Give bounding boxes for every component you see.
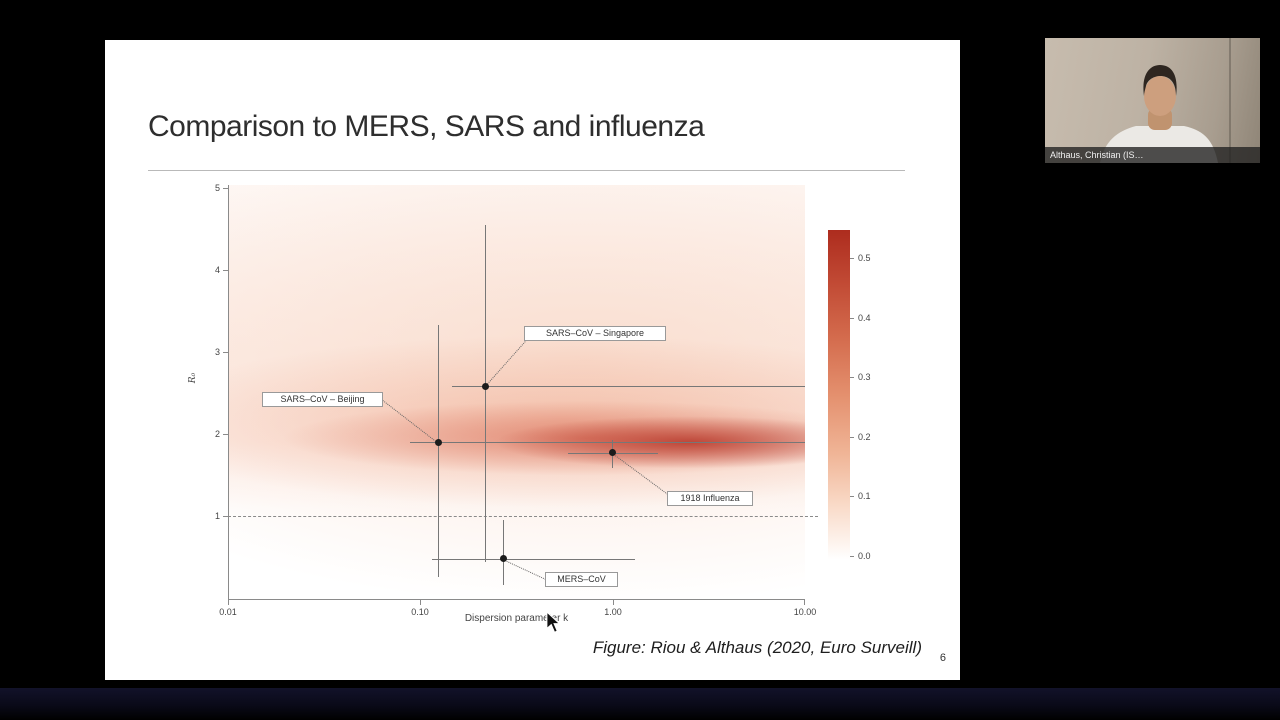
point-sars-beijing [435,439,442,446]
x-tick-label: 1.00 [604,607,622,617]
singapore-horizontal-ci [452,386,805,387]
slide-title: Comparison to MERS, SARS and influenza [148,110,705,143]
x-axis-label: Dispersion parameter k [464,613,569,624]
label-mers-cov: MERS–CoV [545,572,618,587]
colorbar-tick [850,377,854,378]
x-tick [804,600,805,605]
x-axis-line [228,599,805,600]
x-tick [613,600,614,605]
x-tick-label: 10.00 [793,607,817,617]
y-axis-label: R₀ [188,372,199,384]
figure-caption: Figure: Riou & Althaus (2020, Euro Surve… [592,638,922,657]
x-tick [228,600,229,605]
label-sars-beijing: SARS–CoV – Beijing [262,392,383,407]
wall-corner-line [1229,38,1231,163]
colorbar-tick-label: 0.5 [858,253,871,263]
slide-page-number: 6 [939,652,946,664]
r0-equals-1-reference-line [228,516,818,517]
mers-vertical-ci [503,520,504,585]
singapore-vertical-ci [485,225,486,562]
colorbar-gradient [828,230,850,560]
presentation-slide: Comparison to MERS, SARS and influenza 5… [105,40,960,680]
y-tick-label: 5 [214,183,220,193]
colorbar-tick [850,437,854,438]
y-tick [223,516,228,517]
y-axis-line [228,185,229,600]
colorbar-tick [850,556,854,557]
colorbar-tick-label: 0.0 [858,551,871,561]
mers-horizontal-ci [432,559,635,560]
bottom-taskbar-strip [0,688,1280,720]
y-tick [223,352,228,353]
beijing-vertical-ci [438,325,439,577]
point-sars-singapore [482,383,489,390]
speaker-hair [1143,65,1177,96]
colorbar-tick [850,318,854,319]
y-tick [223,434,228,435]
point-mers-cov [500,555,507,562]
y-tick-label: 4 [214,265,220,275]
y-tick-label: 3 [214,347,220,357]
participant-name-label: Althaus, Christian (IS… [1045,147,1260,163]
colorbar-tick [850,496,854,497]
y-tick-label: 2 [214,429,220,439]
scatter-chart: 5 4 3 2 1 0.01 0.10 1.00 10.00 [188,183,818,624]
speaker-video [1100,65,1218,163]
colorbar-tick [850,258,854,259]
label-1918-influenza: 1918 Influenza [667,491,753,506]
webcam-video-tile[interactable]: Althaus, Christian (IS… [1045,38,1260,163]
colorbar-tick-label: 0.2 [858,432,871,442]
colorbar-tick-label: 0.4 [858,313,871,323]
point-1918-influenza [609,449,616,456]
colorbar-tick-label: 0.3 [858,372,871,382]
y-tick [223,270,228,271]
speaker-face [1144,76,1176,116]
label-sars-singapore: SARS–CoV – Singapore [524,326,666,341]
x-tick-label: 0.01 [219,607,237,617]
y-tick [223,188,228,189]
y-tick-label: 1 [214,511,220,521]
colorbar: 0.5 0.4 0.3 0.2 0.1 0.0 [828,230,871,561]
beijing-horizontal-ci [410,442,805,443]
x-tick-label: 0.10 [411,607,429,617]
mouse-cursor [546,612,562,634]
title-divider [148,170,905,171]
colorbar-tick-label: 0.1 [858,491,871,501]
x-tick [420,600,421,605]
